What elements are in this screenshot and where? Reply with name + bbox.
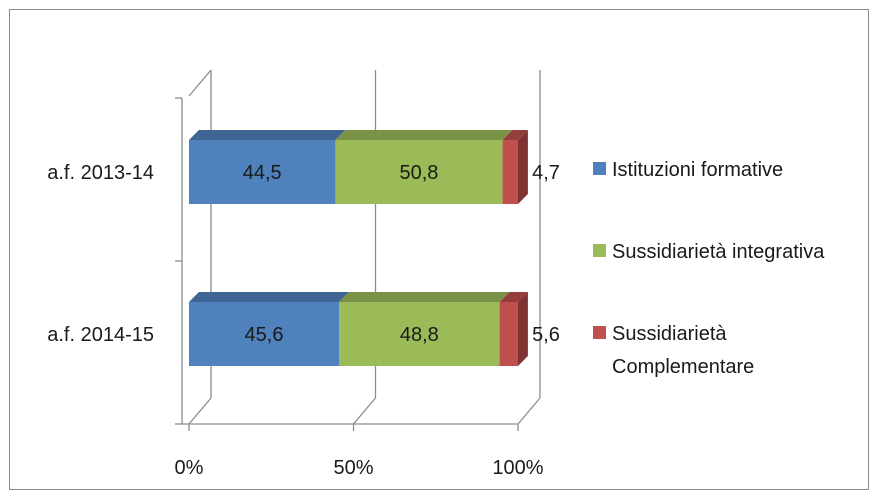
data-label: 48,8 bbox=[400, 324, 439, 346]
bar-front-face bbox=[499, 302, 518, 366]
floor-gridline bbox=[188, 397, 212, 425]
bar-front-face bbox=[502, 140, 518, 204]
bar-top-face bbox=[335, 130, 513, 140]
legend-label: Sussidiarietà bbox=[612, 323, 727, 345]
bar-side-face bbox=[518, 130, 528, 204]
category-axis-labels: a.f. 2013-14 a.f. 2014-15 bbox=[47, 162, 154, 346]
legend-label: Sussidiarietà integrativa bbox=[612, 241, 825, 263]
bar-segment-sussidiariet-integrativa: 48,8 bbox=[339, 292, 510, 366]
legend-swatch bbox=[593, 326, 606, 339]
bar-front-face bbox=[189, 140, 336, 204]
floor-gridline bbox=[353, 397, 376, 425]
bar-front-face bbox=[339, 302, 500, 366]
chart-bars: 44,5 50,8 4,7 45,6 48,8 5,6 bbox=[189, 130, 560, 366]
bar-side-face bbox=[518, 292, 528, 366]
bar-segment-sussidiariet-complementare: 4,7 bbox=[502, 130, 560, 204]
data-label: 44,5 bbox=[243, 162, 282, 184]
bar-segment-istituzioni-formative: 45,6 bbox=[189, 292, 349, 366]
data-label: 4,7 bbox=[532, 162, 560, 184]
value-axis-ticks: 0% 50% 100% bbox=[175, 457, 544, 479]
category-label: a.f. 2014-15 bbox=[47, 324, 154, 346]
legend: Istituzioni formative Sussidiarietà integ… bbox=[593, 159, 825, 378]
value-axis-tick-label: 0% bbox=[175, 457, 204, 479]
data-label: 50,8 bbox=[400, 162, 439, 184]
bar-segment-sussidiariet-complementare: 5,6 bbox=[499, 292, 560, 366]
legend-item-sussidiariet-complementare[interactable]: Sussidiarietà Complementare bbox=[593, 323, 754, 378]
legend-swatch bbox=[593, 244, 606, 257]
bar-segment-sussidiariet-integrativa: 50,8 bbox=[335, 130, 513, 204]
bar-front-face bbox=[189, 302, 340, 366]
floor-gridline bbox=[517, 397, 541, 425]
legend-label: Complementare bbox=[612, 356, 754, 378]
bar-top-face bbox=[502, 130, 528, 140]
chart-walls bbox=[175, 69, 541, 431]
bar-top-face bbox=[339, 292, 510, 302]
bar-front-face bbox=[335, 140, 503, 204]
value-axis-tick-label: 50% bbox=[333, 457, 373, 479]
category-label: a.f. 2013-14 bbox=[47, 162, 154, 184]
side-wall-edge bbox=[188, 69, 212, 97]
bar-top-face bbox=[499, 292, 528, 302]
chart-frame bbox=[9, 9, 869, 490]
data-label: 5,6 bbox=[532, 324, 560, 346]
data-label: 45,6 bbox=[245, 324, 284, 346]
bar-segment-istituzioni-formative: 44,5 bbox=[189, 130, 346, 204]
bar-top-face bbox=[189, 292, 349, 302]
legend-item-sussidiariet-integrativa[interactable]: Sussidiarietà integrativa bbox=[593, 241, 825, 263]
legend-item-istituzioni-formative[interactable]: Istituzioni formative bbox=[593, 159, 783, 181]
legend-label: Istituzioni formative bbox=[612, 159, 783, 181]
value-axis-tick-label: 100% bbox=[492, 457, 543, 479]
legend-swatch bbox=[593, 162, 606, 175]
bar-top-face bbox=[189, 130, 346, 140]
